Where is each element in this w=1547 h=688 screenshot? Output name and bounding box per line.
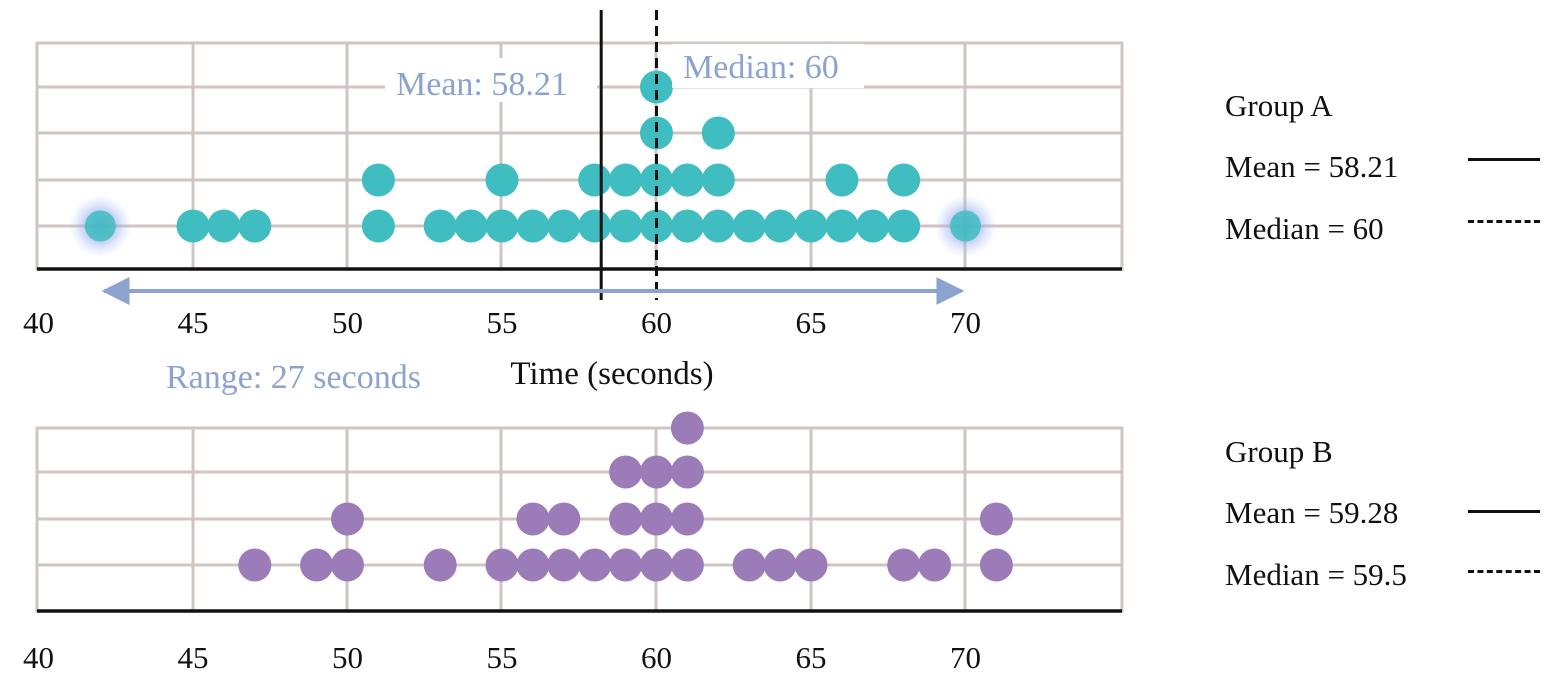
group-b-dot-58-1 (578, 548, 612, 582)
group-a-dot-58-2 (578, 163, 612, 197)
group-a-dot-63-1 (732, 209, 766, 243)
group-a-dot-57-1 (547, 209, 581, 243)
group-a-dot-42-1 (84, 210, 116, 242)
group-a-dot-68-2 (887, 163, 921, 197)
group-a-tick-label-70: 70 (950, 305, 981, 340)
group-a-tick-label-55: 55 (487, 305, 518, 340)
group-a-dot-45-1 (176, 209, 210, 243)
group-a-dot-60-3 (640, 116, 673, 150)
group-a-dot-62-3 (701, 116, 735, 150)
group-a-dot-66-2 (825, 163, 859, 197)
group-b-dot-59-3 (609, 455, 643, 489)
group-a-dot-70-1 (950, 210, 981, 242)
group-b-dot-50-1 (331, 548, 364, 582)
group-b-dot-63-1 (732, 548, 766, 582)
group-b-dot-55-1 (485, 548, 519, 582)
group-a-tick-label-40: 40 (23, 305, 54, 340)
legend-group-a-median-line (1468, 220, 1540, 223)
group-b-dot-68-1 (887, 548, 921, 582)
group-a-dot-plot: 40 45 50 55 60 65 70 Mean: 58.21 Median: 60 Range… (23, 10, 1124, 396)
group-b-tick-label-70: 70 (950, 640, 981, 675)
range-annotation-label: Range: 27 seconds (166, 359, 421, 396)
group-a-dot-58-1 (578, 209, 612, 243)
group-a-dot-53-1 (423, 209, 457, 243)
group-b-tick-label-65: 65 (796, 640, 827, 675)
group-b-dot-64-1 (763, 548, 797, 582)
group-a-dot-46-1 (207, 209, 241, 243)
group-b-dot-56-2 (516, 502, 550, 536)
group-b-dot-49-1 (300, 548, 334, 582)
group-a-dot-62-1 (701, 209, 735, 243)
group-a-dot-51-2 (361, 163, 395, 197)
group-b-dot-50-2 (331, 502, 364, 536)
median-label-background (672, 44, 864, 88)
group-a-dot-54-1 (454, 209, 488, 243)
group-b-dot-61-1 (670, 548, 704, 582)
legend-group-a-median: Median = 60 (1225, 211, 1384, 246)
legend-group-b-mean: Mean = 59.28 (1225, 495, 1399, 530)
legend-group-b-mean-line (1468, 510, 1540, 513)
legend-group-a-mean: Mean = 58.21 (1225, 149, 1399, 184)
group-b-dot-57-2 (547, 502, 581, 536)
legend-group-b-median: Median = 59.5 (1225, 557, 1407, 592)
group-b-dot-65-1 (794, 548, 828, 582)
group-b-dot-61-3 (670, 455, 704, 489)
mean-label-background (385, 58, 597, 102)
group-a-dot-67-1 (856, 209, 890, 243)
group-b-dot-47-1 (238, 548, 272, 582)
group-b-tick-label-55: 55 (487, 640, 518, 675)
group-b-dot-69-1 (918, 548, 952, 582)
group-a-tick-label-60: 60 (641, 305, 672, 340)
group-b-dot-61-4 (670, 411, 704, 445)
group-b-dot-71-1 (979, 548, 1013, 582)
group-b-dot-59-1 (609, 548, 643, 582)
mean-annotation-label: Mean: 58.21 (396, 66, 568, 103)
group-a-dot-60-4 (640, 70, 673, 104)
group-a-dot-51-1 (361, 209, 395, 243)
group-a-dot-59-2 (609, 163, 643, 197)
group-a-dot-56-1 (516, 209, 550, 243)
median-annotation-label: Median: 60 (683, 49, 839, 86)
group-b-dot-53-1 (423, 548, 457, 582)
group-a-dot-66-1 (825, 209, 859, 243)
group-a-tick-label-65: 65 (796, 305, 827, 340)
group-b-dot-61-2 (670, 502, 704, 536)
group-b-dot-57-1 (547, 548, 581, 582)
legend-group-b-title: Group B (1225, 434, 1333, 469)
group-a-dot-65-1 (794, 209, 828, 243)
group-b-dot-60-1 (640, 548, 673, 582)
group-b-tick-label-50: 50 (332, 640, 363, 675)
group-a-tick-label-45: 45 (178, 305, 209, 340)
group-a-dot-61-1 (670, 209, 704, 243)
group-a-dot-55-2 (485, 163, 519, 197)
group-a-dot-59-1 (609, 209, 643, 243)
group-b-dot-56-1 (516, 548, 550, 582)
group-b-tick-label-40: 40 (23, 640, 54, 675)
group-a-dot-61-2 (670, 163, 704, 197)
group-a-dot-62-2 (701, 163, 735, 197)
group-b-dot-plot: 40 45 50 55 60 65 70 (23, 411, 1124, 675)
legend-group-a-title: Group A (1225, 88, 1333, 123)
group-b-dot-60-2 (640, 502, 673, 536)
x-axis-label: Time (seconds) (510, 356, 713, 392)
group-a-dot-55-1 (485, 209, 519, 243)
group-b-tick-label-60: 60 (641, 640, 672, 675)
group-a-tick-label-50: 50 (332, 305, 363, 340)
group-a-dot-68-1 (887, 209, 921, 243)
group-a-dot-47-1 (238, 209, 272, 243)
group-b-dot-59-2 (609, 502, 643, 536)
group-a-dot-64-1 (763, 209, 797, 243)
group-b-dot-60-3 (640, 455, 673, 489)
group-b-tick-label-45: 45 (178, 640, 209, 675)
group-b-dot-71-2 (979, 502, 1013, 536)
legend-group-a-mean-line (1468, 158, 1540, 161)
legend-group-b-median-line (1468, 570, 1540, 573)
